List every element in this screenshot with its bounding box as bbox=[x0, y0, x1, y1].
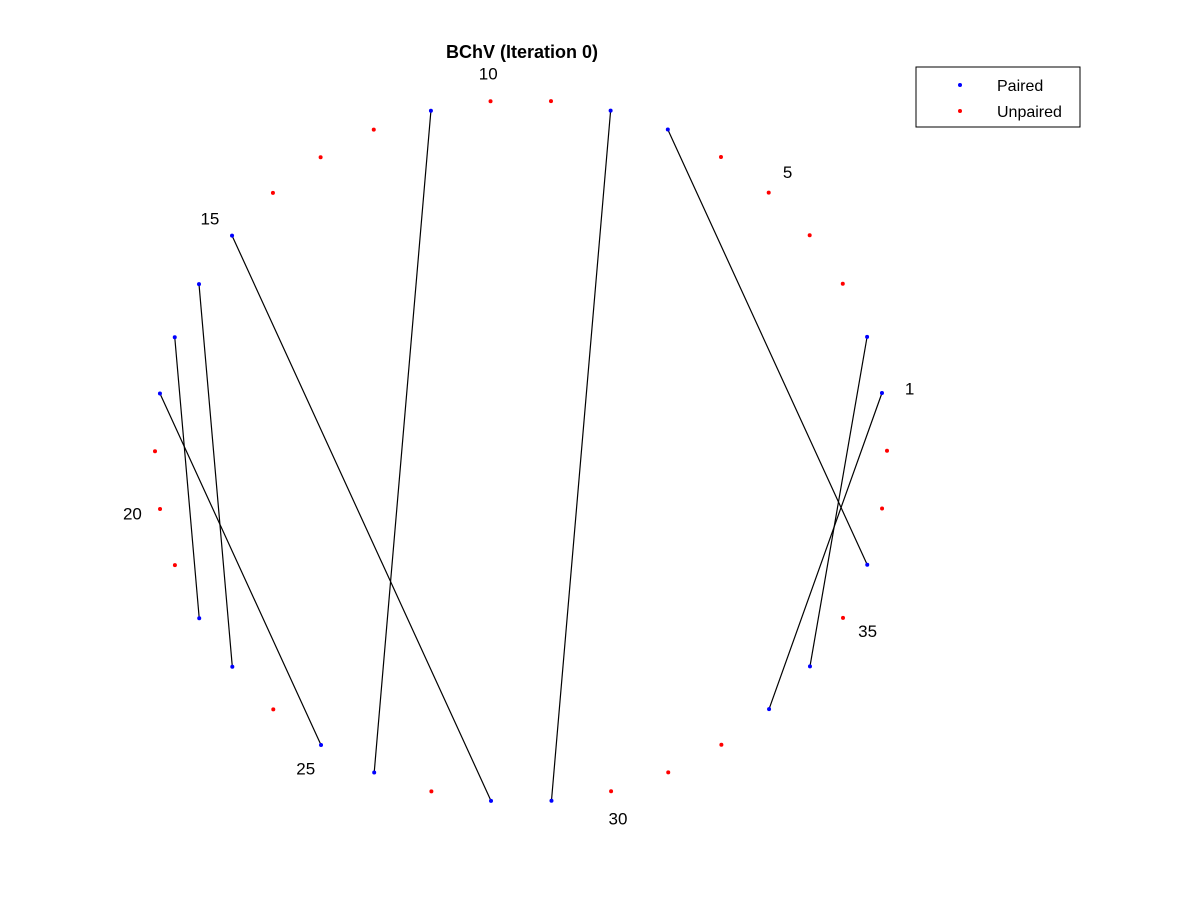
unpaired-node-38 bbox=[884, 448, 889, 453]
legend-box bbox=[915, 66, 1081, 128]
paired-node-18 bbox=[157, 391, 162, 396]
unpaired-node-31 bbox=[666, 770, 671, 775]
legend: Paired Unpaired bbox=[915, 66, 1081, 128]
paired-node-29 bbox=[549, 798, 554, 803]
unpaired-node-14 bbox=[270, 190, 275, 195]
unpaired-node-5 bbox=[766, 190, 771, 195]
pair-line-17-22 bbox=[174, 337, 200, 619]
unpaired-node-9 bbox=[548, 99, 553, 104]
unpaired-node-21 bbox=[172, 563, 177, 568]
paired-node-17 bbox=[172, 335, 177, 340]
paired-node-2 bbox=[865, 334, 870, 339]
legend-unpaired-label: Unpaired bbox=[997, 104, 1062, 121]
paired-node-26 bbox=[372, 770, 377, 775]
paired-node-7 bbox=[665, 127, 670, 132]
pair-line-16-23 bbox=[198, 284, 233, 667]
node-label-1: 1 bbox=[905, 379, 914, 398]
unpaired-node-35 bbox=[841, 615, 846, 620]
paired-node-23 bbox=[230, 664, 235, 669]
legend-unpaired-marker bbox=[958, 109, 962, 113]
paired-node-25 bbox=[319, 742, 324, 747]
unpaired-node-20 bbox=[158, 506, 163, 511]
pair-line-11-26 bbox=[373, 110, 432, 773]
pair-lines bbox=[159, 110, 883, 802]
unpaired-node-37 bbox=[880, 506, 885, 511]
node-label-20: 20 bbox=[123, 505, 142, 524]
paired-node-36 bbox=[865, 562, 870, 567]
unpaired-node-24 bbox=[271, 707, 276, 712]
node-label-25: 25 bbox=[296, 759, 315, 778]
unpaired-node-27 bbox=[429, 789, 434, 794]
paired-node-28 bbox=[489, 798, 494, 803]
paired-node-22 bbox=[197, 616, 202, 621]
paired-node-15 bbox=[230, 233, 235, 238]
paired-node-1 bbox=[879, 391, 884, 396]
unpaired-node-30 bbox=[609, 789, 614, 794]
node-label-10: 10 bbox=[479, 64, 498, 83]
paired-node-33 bbox=[767, 707, 772, 712]
paired-node-8 bbox=[608, 108, 613, 113]
unpaired-node-32 bbox=[719, 742, 724, 747]
unpaired-node-10 bbox=[488, 99, 493, 104]
pair-line-7-36 bbox=[667, 129, 868, 566]
unpaired-node-13 bbox=[318, 155, 323, 160]
unpaired-node-12 bbox=[371, 127, 376, 132]
paired-node-16 bbox=[196, 282, 201, 287]
paired-node-11 bbox=[428, 108, 433, 113]
node-label-30: 30 bbox=[609, 809, 628, 828]
unpaired-node-4 bbox=[807, 233, 812, 238]
unpaired-node-19 bbox=[153, 449, 158, 454]
pair-line-1-33 bbox=[768, 392, 883, 710]
pair-line-15-28 bbox=[231, 235, 492, 802]
paired-node-34 bbox=[807, 664, 812, 669]
legend-paired-label: Paired bbox=[997, 78, 1043, 95]
node-label-35: 35 bbox=[858, 622, 877, 641]
node-label-15: 15 bbox=[200, 209, 219, 228]
unpaired-node-3 bbox=[840, 281, 845, 286]
chart-title: BChV (Iteration 0) bbox=[446, 42, 598, 62]
pair-line-8-29 bbox=[550, 110, 612, 801]
nodes bbox=[153, 99, 889, 803]
node-label-5: 5 bbox=[783, 163, 792, 182]
pair-line-18-25 bbox=[159, 393, 322, 746]
unpaired-node-6 bbox=[718, 155, 723, 160]
legend-paired-marker bbox=[958, 83, 962, 87]
